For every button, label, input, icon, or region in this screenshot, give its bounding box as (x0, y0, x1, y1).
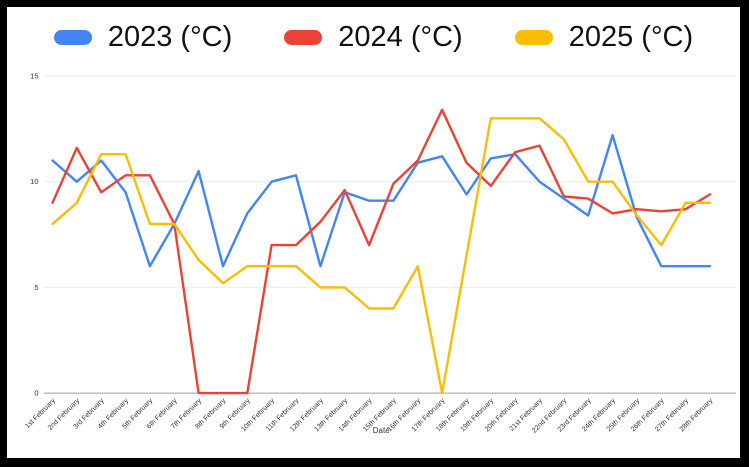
y-tick-label: 10 (30, 177, 38, 186)
series-line-2023 (51, 133, 712, 268)
x-axis-title: Date (373, 426, 390, 435)
y-tick-label: 15 (30, 71, 38, 80)
series-line-2024 (51, 108, 712, 395)
y-tick-label: 5 (34, 283, 38, 292)
series-line-2025 (51, 117, 712, 395)
y-tick-label: 0 (34, 389, 38, 398)
